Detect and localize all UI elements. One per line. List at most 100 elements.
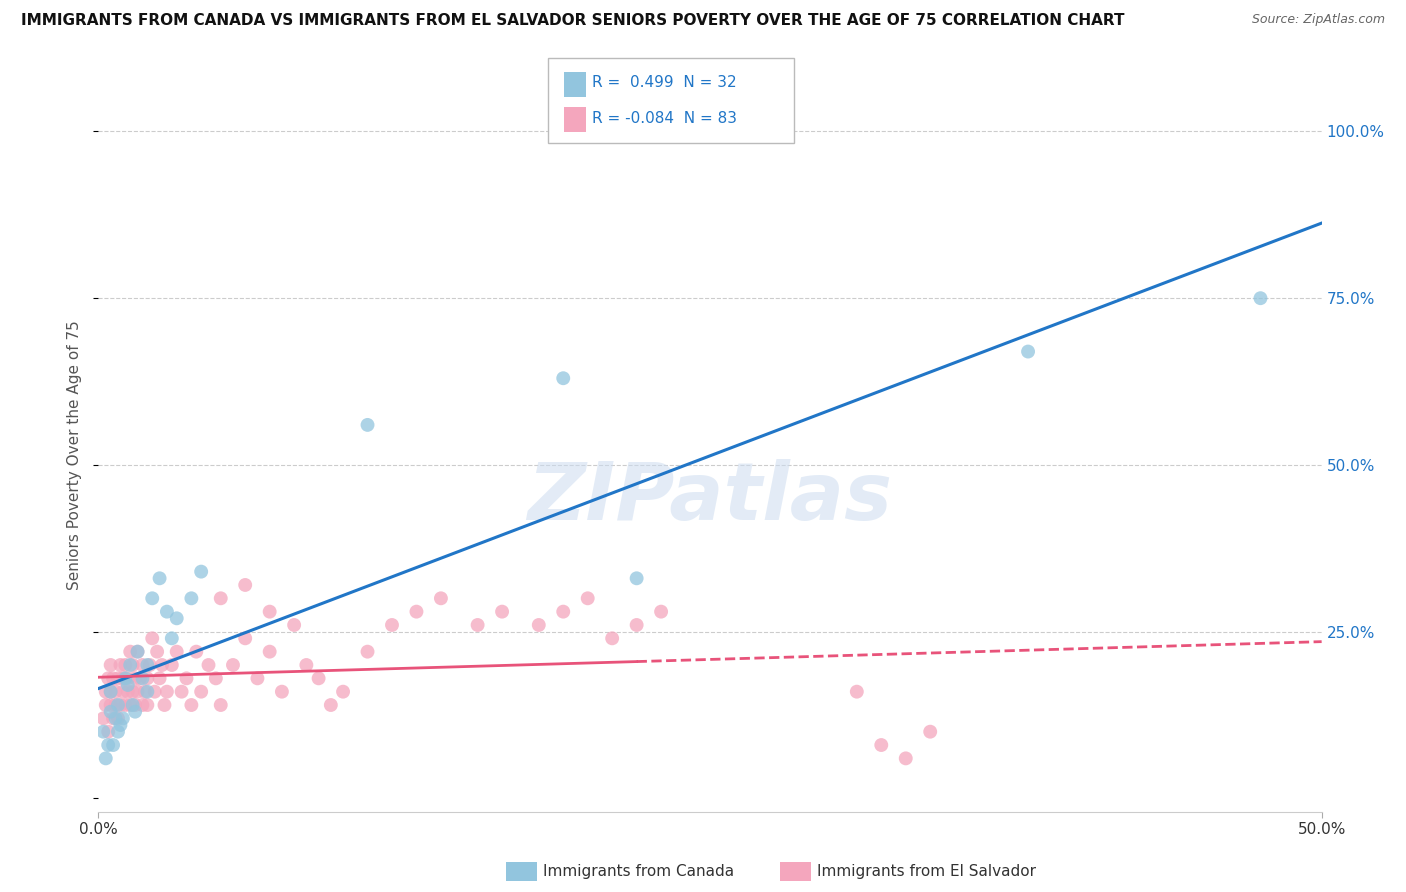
Point bbox=[190, 565, 212, 579]
Point bbox=[146, 645, 169, 659]
Point bbox=[110, 698, 132, 712]
Point bbox=[101, 671, 124, 685]
Point bbox=[381, 618, 404, 632]
Point bbox=[259, 605, 281, 619]
Point bbox=[190, 684, 212, 698]
Point bbox=[186, 645, 208, 659]
Point bbox=[650, 605, 672, 619]
Point bbox=[233, 632, 256, 646]
Point bbox=[141, 591, 163, 606]
Point bbox=[160, 632, 183, 646]
Point bbox=[136, 658, 159, 673]
Point bbox=[1249, 291, 1271, 305]
Point bbox=[100, 684, 122, 698]
Point bbox=[149, 571, 172, 585]
Point bbox=[94, 698, 117, 712]
Point bbox=[845, 684, 868, 698]
Point bbox=[176, 671, 198, 685]
Point bbox=[114, 698, 136, 712]
Point bbox=[430, 591, 453, 606]
Text: IMMIGRANTS FROM CANADA VS IMMIGRANTS FROM EL SALVADOR SENIORS POVERTY OVER THE A: IMMIGRANTS FROM CANADA VS IMMIGRANTS FRO… bbox=[21, 13, 1125, 29]
Point bbox=[920, 724, 942, 739]
Point bbox=[131, 698, 153, 712]
Point bbox=[160, 658, 183, 673]
Point bbox=[121, 684, 143, 698]
Point bbox=[104, 698, 127, 712]
Point bbox=[319, 698, 342, 712]
Point bbox=[870, 738, 893, 752]
Point bbox=[114, 658, 136, 673]
Point bbox=[222, 658, 245, 673]
Point bbox=[332, 684, 354, 698]
Point bbox=[107, 671, 129, 685]
Point bbox=[553, 605, 575, 619]
Point bbox=[209, 591, 232, 606]
Point bbox=[94, 684, 117, 698]
Point bbox=[107, 698, 129, 712]
Point bbox=[197, 658, 219, 673]
Point bbox=[205, 671, 228, 685]
Point bbox=[491, 605, 513, 619]
Point bbox=[124, 698, 146, 712]
Point bbox=[156, 605, 179, 619]
Point bbox=[117, 671, 139, 685]
Point bbox=[110, 718, 132, 732]
Point bbox=[97, 671, 120, 685]
Point bbox=[139, 658, 162, 673]
Point bbox=[107, 724, 129, 739]
Point bbox=[104, 711, 127, 725]
Point bbox=[143, 684, 166, 698]
Point bbox=[134, 684, 156, 698]
Point bbox=[110, 658, 132, 673]
Point bbox=[111, 684, 134, 698]
Point bbox=[600, 632, 623, 646]
Point bbox=[405, 605, 427, 619]
Y-axis label: Seniors Poverty Over the Age of 75: Seniors Poverty Over the Age of 75 bbox=[67, 320, 83, 590]
Point bbox=[467, 618, 489, 632]
Point bbox=[127, 684, 149, 698]
Point bbox=[308, 671, 330, 685]
Point bbox=[166, 611, 188, 625]
Point bbox=[131, 671, 153, 685]
Text: Immigrants from Canada: Immigrants from Canada bbox=[543, 864, 734, 879]
Point bbox=[100, 705, 122, 719]
Point bbox=[576, 591, 599, 606]
Point bbox=[117, 678, 139, 692]
Point bbox=[120, 698, 142, 712]
Point bbox=[166, 645, 188, 659]
Point bbox=[114, 671, 136, 685]
Point bbox=[91, 711, 114, 725]
Point bbox=[129, 671, 152, 685]
Point bbox=[111, 711, 134, 725]
Point bbox=[1017, 344, 1039, 359]
Point bbox=[209, 698, 232, 712]
Point bbox=[121, 658, 143, 673]
Point bbox=[94, 751, 117, 765]
Point bbox=[127, 645, 149, 659]
Point bbox=[120, 658, 142, 673]
Point bbox=[270, 684, 294, 698]
Point bbox=[100, 698, 122, 712]
Point bbox=[553, 371, 575, 385]
Point bbox=[121, 698, 143, 712]
Point bbox=[97, 724, 120, 739]
Point bbox=[104, 684, 127, 698]
Point bbox=[124, 705, 146, 719]
Text: ZIPatlas: ZIPatlas bbox=[527, 458, 893, 537]
Point bbox=[246, 671, 269, 685]
Point bbox=[91, 724, 114, 739]
Point bbox=[626, 571, 648, 585]
Point bbox=[111, 671, 134, 685]
Point bbox=[356, 645, 378, 659]
Text: R =  0.499  N = 32: R = 0.499 N = 32 bbox=[592, 76, 737, 90]
Point bbox=[127, 645, 149, 659]
Point bbox=[136, 671, 159, 685]
Point bbox=[100, 658, 122, 673]
Text: Immigrants from El Salvador: Immigrants from El Salvador bbox=[817, 864, 1036, 879]
Text: Source: ZipAtlas.com: Source: ZipAtlas.com bbox=[1251, 13, 1385, 27]
Point bbox=[626, 618, 648, 632]
Point bbox=[259, 645, 281, 659]
Point bbox=[124, 671, 146, 685]
Point bbox=[149, 671, 172, 685]
Point bbox=[156, 684, 179, 698]
